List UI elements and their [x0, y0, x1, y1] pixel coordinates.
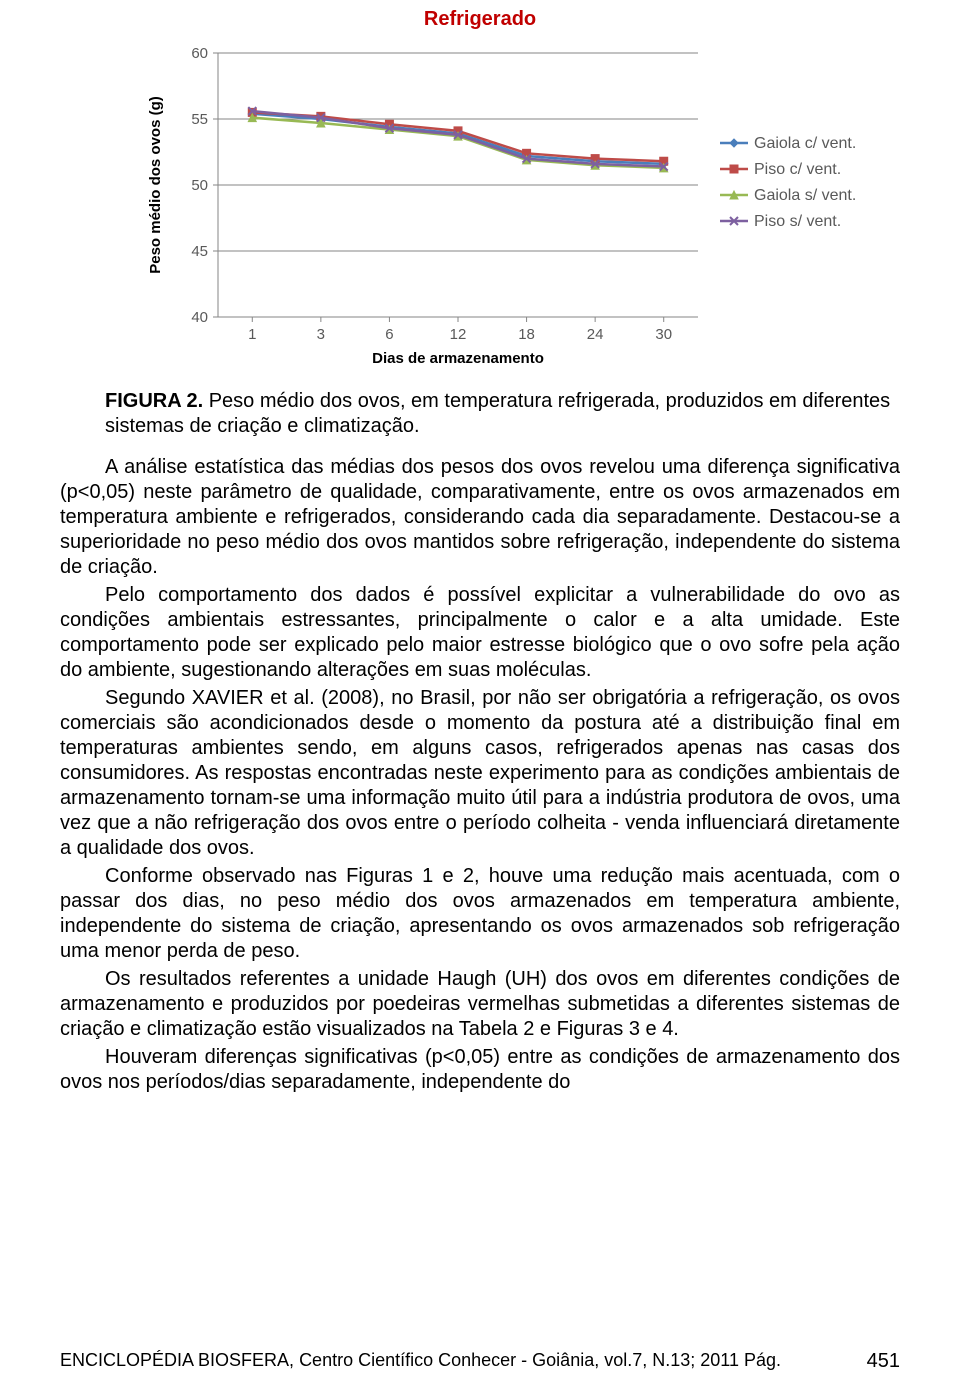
svg-text:18: 18	[518, 326, 535, 343]
line-chart: 40 45 50 55 60 1 3 6 12 18 24 30 Dias de armazenamen…	[90, 31, 870, 371]
body-text: A análise estatística das médias dos pes…	[60, 455, 900, 1095]
figure-caption: FIGURA 2. Peso médio dos ovos, em temper…	[105, 389, 900, 439]
svg-text:12: 12	[450, 326, 467, 343]
svg-text:55: 55	[191, 111, 208, 128]
paragraph: Conforme observado nas Figuras 1 e 2, ho…	[60, 864, 900, 964]
paragraph: Os resultados referentes a unidade Haugh…	[60, 967, 900, 1042]
figure-label: FIGURA 2.	[105, 390, 203, 412]
page: Refrigerado 40 45 50 55 60 1 3 6 12 18 24 30 Dias de…	[0, 0, 960, 1385]
footer-text: ENCICLOPÉDIA BIOSFERA, Centro Científico…	[60, 1350, 781, 1370]
svg-text:24: 24	[587, 326, 604, 343]
svg-text:Piso s/ vent.: Piso s/ vent.	[754, 213, 841, 230]
svg-text:3: 3	[317, 326, 325, 343]
figure-caption-text: Peso médio dos ovos, em temperatura refr…	[105, 390, 890, 437]
chart-title: Refrigerado	[90, 8, 870, 31]
svg-text:Peso médio dos ovos (g): Peso médio dos ovos (g)	[147, 96, 164, 274]
svg-text:Dias de armazenamento: Dias de armazenamento	[372, 350, 544, 367]
paragraph: Houveram diferenças significativas (p<0,…	[60, 1045, 900, 1095]
footer: ENCICLOPÉDIA BIOSFERA, Centro Científico…	[60, 1350, 900, 1373]
svg-text:Gaiola c/ vent.: Gaiola c/ vent.	[754, 135, 856, 152]
svg-text:30: 30	[655, 326, 672, 343]
svg-text:Gaiola s/ vent.: Gaiola s/ vent.	[754, 187, 856, 204]
svg-text:45: 45	[191, 243, 208, 260]
page-number: 451	[867, 1350, 900, 1373]
paragraph: Segundo XAVIER et al. (2008), no Brasil,…	[60, 686, 900, 861]
paragraph: A análise estatística das médias dos pes…	[60, 455, 900, 580]
svg-text:40: 40	[191, 309, 208, 326]
paragraph: Pelo comportamento dos dados é possível …	[60, 583, 900, 683]
svg-text:50: 50	[191, 177, 208, 194]
svg-text:1: 1	[248, 326, 256, 343]
svg-text:6: 6	[385, 326, 393, 343]
svg-text:60: 60	[191, 45, 208, 62]
svg-text:Piso c/ vent.: Piso c/ vent.	[754, 161, 841, 178]
chart-area: Refrigerado 40 45 50 55 60 1 3 6 12 18 24 30 Dias de…	[90, 0, 870, 371]
